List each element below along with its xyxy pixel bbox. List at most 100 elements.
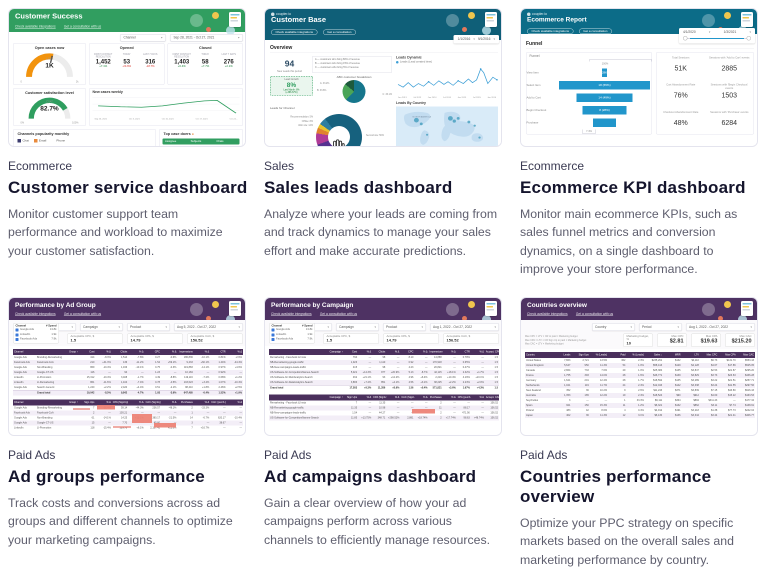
- funnel-bar: 18 (65%): [559, 81, 650, 90]
- thumbnail-ecommerce-kpi[interactable]: coupler.io Ecommerce Report Check availa…: [520, 8, 758, 147]
- preview-header-buttons: Check available integrations Get a consu…: [527, 25, 753, 34]
- card-title[interactable]: Ecommerce KPI dashboard: [520, 178, 746, 197]
- kpi-group: First contact resolution 1,403 +6.4% Tod…: [168, 50, 243, 68]
- preview-header: Customer Success Check available integra…: [9, 9, 245, 35]
- legend-swatch: [51, 139, 55, 143]
- table-header-cell: Max CAC: [743, 353, 754, 357]
- table-header-cell: Clicks: [120, 350, 128, 354]
- table-header-cell: Impressions: [429, 350, 443, 354]
- header-illustration: [183, 300, 243, 326]
- chevron-down-icon: ▾: [71, 325, 73, 329]
- template-card-customer-service[interactable]: Customer Success Check available integra…: [8, 8, 248, 279]
- x-axis-labels: Sep 26, 2021 Oct 3, 2021 Oct 10, 2021 Oct 1…: [93, 118, 240, 121]
- card-title[interactable]: Ad groups performance: [8, 466, 205, 486]
- kpi-label: Last 7 days: [221, 53, 236, 56]
- thumbnail-customer-service[interactable]: Customer Success Check available integra…: [8, 8, 246, 147]
- gauge-value: 1K: [45, 61, 54, 70]
- template-card-ad-groups[interactable]: Performance by Ad Group Check available …: [8, 296, 248, 569]
- table-header-cell: % Δ: [394, 350, 400, 354]
- template-card-sales-leads[interactable]: coupler.io Customer Base Check available…: [264, 8, 504, 279]
- table-row: United States 7,863 2,721 13.5% 362 2.3% $235,…: [526, 358, 754, 362]
- date-slider-control: 4/1/2020 ▾ 1/3/2021 ▾: [679, 28, 755, 44]
- preview-body: Overview 94 New Leads this period A — cus…: [265, 40, 501, 146]
- kpi-delta: -24.6%: [122, 65, 132, 68]
- checkbox-checked-icon: [271, 328, 275, 332]
- table-header-cell: CAC (SignUp): [145, 400, 161, 404]
- table-header-cell: Channel: [14, 400, 24, 404]
- table-header-cell: Cost: [351, 350, 358, 354]
- template-card-countries-overview[interactable]: Countries overview Check available integ…: [520, 296, 760, 569]
- funnel-stage: Purchase: [527, 117, 652, 130]
- countries-table: Country Leads Sign Ups % (Leads) Paid % (Lead…: [525, 351, 755, 418]
- coupler-logo: coupler.io: [527, 12, 753, 16]
- card-category: Paid Ads: [8, 447, 56, 462]
- donut-label: Web site: 14%: [298, 124, 313, 127]
- kpi-delta: +2.1%: [224, 65, 233, 68]
- leads-for-channel-chart: Leads for Channel Recommendation: 5% Offl…: [270, 107, 392, 146]
- acceptable-kpi-box: Acceptable CPA, $ 14.79: [383, 333, 439, 344]
- card-title[interactable]: Countries performance overview: [520, 466, 712, 506]
- legend-item: Chat: [17, 139, 29, 143]
- template-card-ecommerce-kpi[interactable]: coupler.io Ecommerce Report Check availa…: [520, 8, 760, 279]
- preview-header: coupler.io Customer Base Check available…: [265, 9, 501, 40]
- marketing-budget-box: Marketing budget, % 10: [623, 333, 653, 347]
- header-illustration: [183, 11, 243, 37]
- funnel-stage: Select Item 18 (65%): [527, 79, 652, 92]
- table-header-cell: % Δ: [451, 395, 456, 399]
- top-case-doers-panel: Top case doers ● Assignee Subjects Chats: [159, 129, 243, 146]
- campaign-select: Campaign ▾: [80, 322, 123, 331]
- chart-legend: Chat Email Phone: [14, 136, 156, 146]
- table-row: NB-Remarketing-google-traffic 11.35—10.98…: [269, 405, 499, 411]
- thumbnail-sales-leads[interactable]: coupler.io Customer Base Check available…: [264, 8, 502, 147]
- funnel-stage: Begin Checkout 8 (28%): [527, 104, 652, 117]
- table-row: France 1,755 393 14.0% 28 1.6% $46,771 $139 $3,8…: [525, 372, 755, 378]
- kpi-value: 76%: [673, 91, 688, 100]
- product-select: Product ▾: [127, 322, 170, 331]
- kpi-grid: Total Sessions 51K Sessions with 'Add to…: [656, 52, 754, 135]
- kpi-label: Checkout Abandonment Rate: [663, 110, 699, 114]
- table-row: Facebook Ads Facebook-CoA 2—105.21— — —1— — —: [13, 410, 243, 416]
- kpi-label: Last 7 days: [143, 53, 158, 56]
- thumbnail-countries-overview[interactable]: Countries overview Check available integ…: [520, 296, 758, 436]
- table-header-cell: Channel: [14, 350, 24, 354]
- card-title[interactable]: Ad campaigns dashboard: [264, 466, 477, 486]
- kpi-delta: +6.4%: [177, 65, 186, 68]
- preview-header-links: Check available integrations Get a consu…: [527, 308, 753, 317]
- thumbnail-ad-campaigns[interactable]: Performance by Campaign Check available …: [264, 296, 502, 436]
- channel-label: Google Ads: [20, 327, 34, 331]
- chart-title: Leads for Channel: [270, 107, 295, 110]
- kpi-label: New Leads this period: [277, 70, 302, 73]
- card-title[interactable]: Sales leads dashboard: [264, 178, 453, 197]
- table-header-cell: % Δ: [237, 400, 242, 404]
- preview-filter-bar: Channel # Spend Google Ads 13.8k LinkedI: [9, 319, 245, 346]
- integrations-link: Check available integrations: [15, 312, 56, 316]
- line-chart: [397, 68, 498, 88]
- panel-title: Closed: [198, 45, 212, 51]
- table-header-cell: CTR: [464, 350, 470, 354]
- open-cases-gauge-panel: Open cases now 1.036k 1K 0 2k: [13, 43, 86, 85]
- channel-checkbox-row: Facebook Ads 7.9k: [15, 337, 57, 342]
- date-range-select: Aug 5, 2022 - Oct 27, 2022 ▾: [174, 322, 243, 331]
- channel-checkbox-row: Google Ads 13.8k: [271, 327, 313, 332]
- table-header-cell: % Δ: [204, 400, 210, 404]
- template-card-ad-campaigns[interactable]: Performance by Campaign Check available …: [264, 296, 504, 569]
- table-header-cell: % Δ: [423, 350, 428, 354]
- card-description: Track costs and conversions across ad gr…: [8, 495, 233, 547]
- table-header-cell: Purchases: [180, 400, 193, 404]
- table-row: Australia 1,353 165 12.2% 19 2.4% $18,524 $90 $9…: [525, 392, 755, 398]
- weekly-cases-chart-panel: New cases weekly Sep 26, 2021 Oct 3, 2021…: [89, 88, 243, 126]
- consultation-button: Get a consultation: [578, 28, 612, 34]
- funnel-stage: Add to Cart 14 (49%): [527, 92, 652, 105]
- channel-checkbox-row: Facebook Ads 7.9k: [271, 337, 313, 342]
- highlight-underline: [113, 426, 131, 428]
- chevron-down-icon: ▾: [750, 325, 752, 329]
- legend-item: Email: [33, 139, 46, 143]
- kpi-value: 14.79: [386, 337, 397, 343]
- table-row: US-Software-for-CompetitorsNames-Search 5…: [269, 369, 499, 375]
- thumbnail-ad-groups[interactable]: Performance by Ad Group Check available …: [8, 296, 246, 436]
- preview-body: Open cases now 1.036k 1K 0 2k: [9, 32, 245, 146]
- channel-value: 13.8k: [49, 327, 57, 331]
- table-row: New Zealand 352 36 10.2% 9 2.6% $11,243 $371 $3,…: [526, 388, 754, 392]
- card-title[interactable]: Customer service dashboard: [8, 178, 248, 197]
